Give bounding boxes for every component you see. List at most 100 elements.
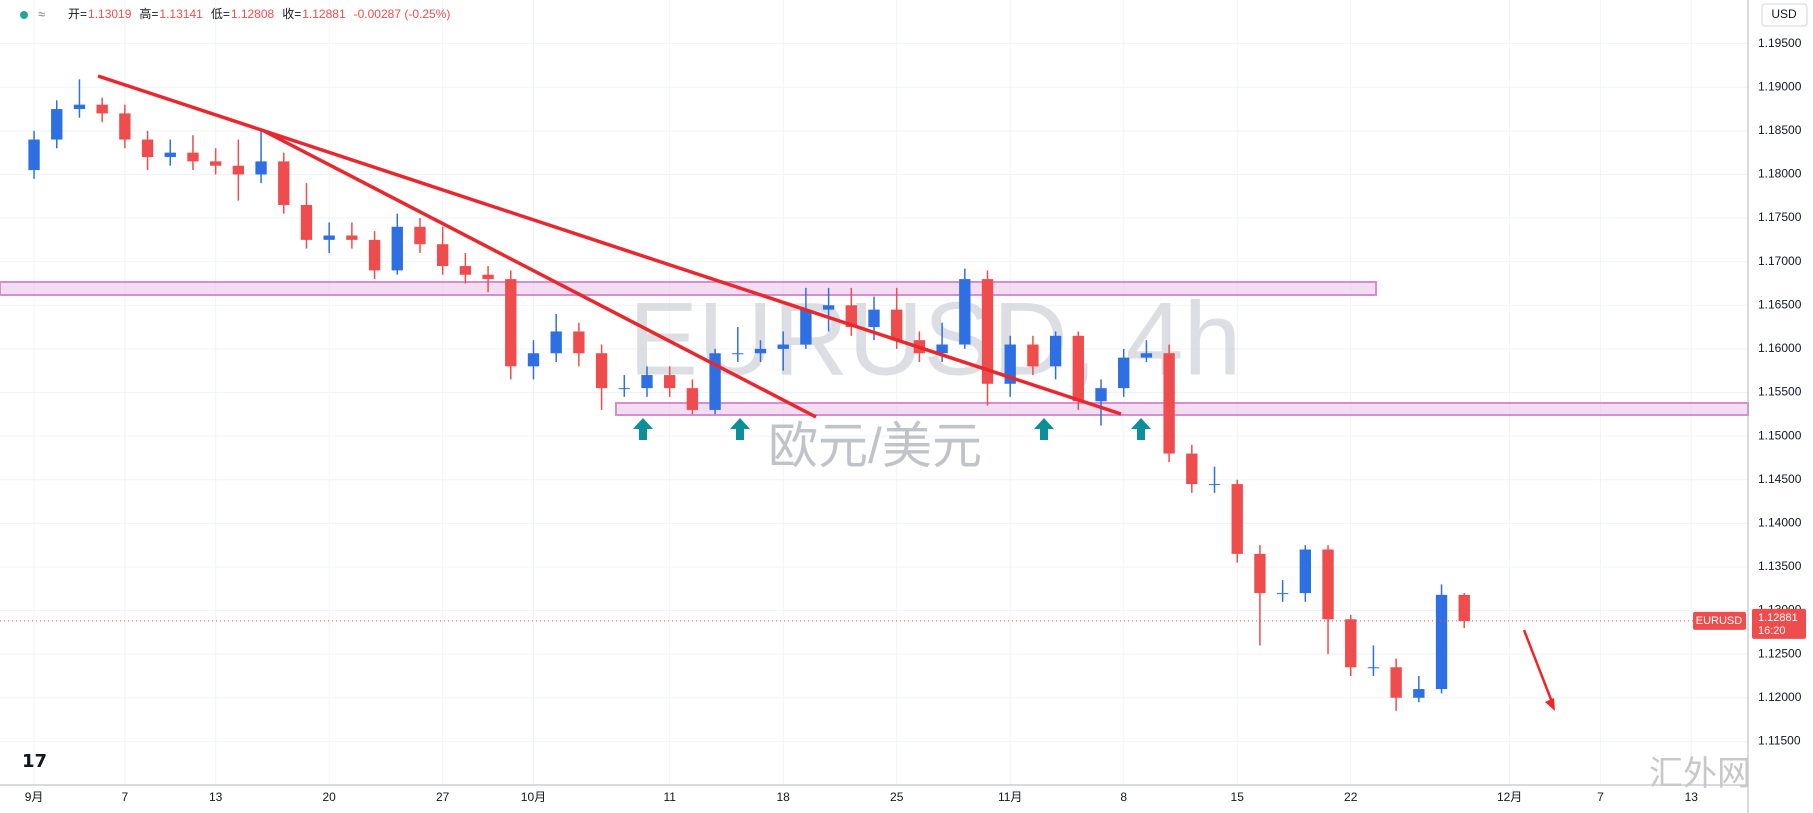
ohlc-key: 收= [282, 7, 301, 21]
candle-body [1299, 549, 1311, 594]
resistance-zone [0, 281, 1377, 296]
x-tick-label: 22 [1344, 790, 1358, 804]
candle-body [51, 109, 63, 140]
candle-body [891, 309, 903, 341]
countdown-label: 16:20 [1758, 625, 1786, 637]
candle-body [368, 239, 381, 271]
candle-body [1027, 344, 1039, 367]
candle-body [732, 353, 744, 355]
candle-body [573, 331, 585, 354]
forecast-arrow-head [1545, 698, 1555, 711]
indicator-icon: ≈ [38, 6, 45, 21]
y-tick-label: 1.13500 [1758, 559, 1802, 573]
candle-body [709, 353, 721, 410]
candle-body [255, 161, 267, 175]
x-tick-label: 7 [1597, 790, 1604, 804]
candle-body [323, 235, 335, 240]
symbol-label: EURUSD [1696, 615, 1743, 627]
currency-label[interactable]: USD [1771, 7, 1797, 21]
candle-body [641, 375, 653, 389]
x-tick-label: 20 [322, 790, 336, 804]
candle-body [1072, 335, 1084, 402]
x-tick-label: 18 [777, 790, 791, 804]
candle-body [754, 348, 767, 354]
candle-body [664, 375, 676, 389]
up-arrow [633, 418, 653, 440]
candle-body [164, 152, 176, 157]
x-tick-label: 27 [436, 790, 450, 804]
candle-body [1004, 344, 1016, 384]
x-tick-label: 11 [663, 790, 676, 804]
candle-body [1276, 593, 1289, 595]
candles [28, 79, 1470, 711]
candle-body [1435, 594, 1448, 690]
candle-body [28, 139, 40, 171]
candle-body [618, 388, 630, 390]
candle-body [119, 113, 131, 140]
candle-body [391, 226, 403, 271]
y-tick-label: 1.16500 [1758, 297, 1802, 311]
candle-body [595, 353, 608, 389]
candle-body [777, 344, 789, 349]
candle-body [959, 279, 971, 345]
ohlc-key: 低= [211, 7, 230, 21]
candle-body [300, 204, 313, 240]
candle-body [845, 305, 857, 328]
status-dot [20, 11, 28, 19]
x-tick-label: 12月 [1497, 790, 1522, 804]
candle-body [1413, 689, 1425, 698]
change-value: -0.00287 (-0.25%) [354, 7, 451, 21]
up-arrow [1131, 418, 1151, 440]
candle-body [686, 388, 699, 410]
header: ≈ 开= 1.13019 高= 1.13141 低= 1.12808 收= 1.12881 -0… [20, 6, 450, 21]
y-tick-label: 1.17500 [1758, 210, 1802, 224]
watermark: EURUSD, 4h [629, 281, 1242, 397]
x-tick-label: 13 [209, 790, 223, 804]
y-tick-label: 1.14500 [1758, 472, 1802, 486]
candle-body [414, 226, 426, 245]
ohlc-value: 1.13141 [159, 7, 203, 21]
candle-body [73, 104, 86, 110]
ohlc-key: 高= [139, 6, 158, 21]
y-tick-label: 1.12500 [1758, 646, 1802, 660]
symbol-tag [1693, 611, 1746, 630]
x-tick-label: 25 [890, 790, 904, 804]
candle-body [1049, 335, 1062, 367]
x-tick-label: 7 [122, 790, 129, 804]
candle-body [527, 353, 540, 367]
candle-body [1186, 453, 1198, 485]
candle-body [1208, 484, 1221, 486]
price-label: 1.12881 [1758, 612, 1798, 624]
y-tick-label: 1.18000 [1758, 167, 1802, 181]
trendline [263, 129, 817, 419]
candle-body [1458, 594, 1470, 622]
support-zone [615, 402, 1749, 416]
candle-body [482, 274, 494, 280]
candle-body [1367, 667, 1380, 669]
candle-body [96, 104, 108, 114]
candle-body [1140, 353, 1153, 358]
candle-body [187, 152, 199, 162]
candle-body [1163, 353, 1175, 454]
ohlc-key: 开= [68, 7, 87, 21]
y-tick-label: 1.19500 [1758, 36, 1802, 50]
candle-body [936, 344, 948, 354]
x-tick-label: 10月 [521, 790, 546, 804]
candle-body [1345, 619, 1357, 668]
candle-body [1254, 553, 1266, 594]
candle-body [981, 279, 994, 384]
candle-body [800, 309, 812, 345]
y-tick-label: 1.16000 [1758, 341, 1802, 355]
candle-body [1322, 549, 1334, 620]
y-tick-label: 1.15500 [1758, 385, 1802, 399]
y-tick-label: 1.12000 [1758, 690, 1802, 704]
watermark-sub: 欧元/美元 [768, 418, 982, 474]
candle-body [278, 161, 290, 205]
x-tick-label: 11月 [998, 790, 1022, 804]
axes: 1.115001.120001.125001.130001.135001.140… [25, 36, 1806, 804]
y-tick-label: 1.14000 [1758, 516, 1802, 530]
currency-button[interactable] [1761, 3, 1808, 27]
candle-body [437, 244, 449, 267]
candle-body [141, 139, 154, 157]
